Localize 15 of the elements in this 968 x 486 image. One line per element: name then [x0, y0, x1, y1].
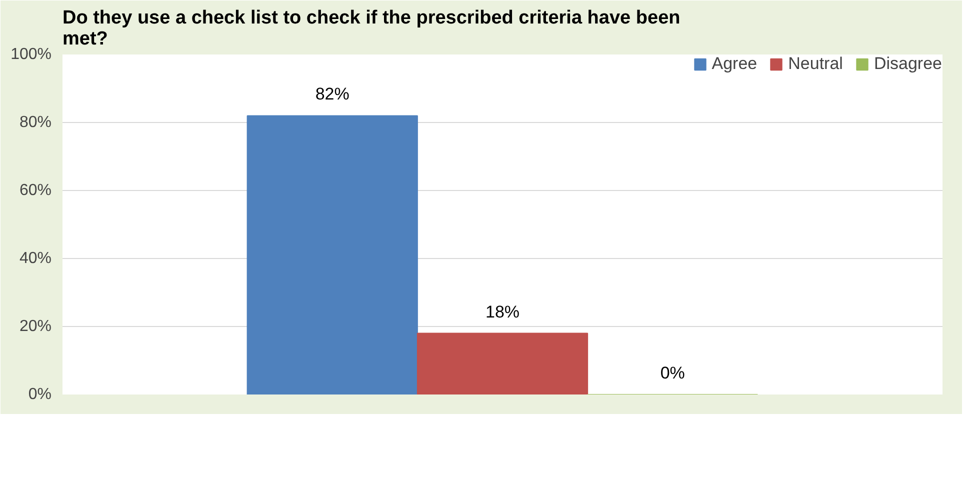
legend-label: Agree: [712, 54, 758, 74]
y-tick-label: 80%: [19, 114, 52, 131]
chart-title: Do they use a check list to check if the prescribed criteria have been met?: [62, 8, 680, 50]
data-label: 18%: [485, 302, 520, 322]
y-tick-label: 20%: [19, 318, 52, 335]
y-tick-label: 40%: [19, 250, 52, 267]
legend-label: Neutral: [788, 54, 843, 74]
data-label: 0%: [660, 364, 685, 382]
bar: [416, 332, 588, 394]
y-tick-label: 100%: [10, 46, 52, 63]
y-tick-label: 60%: [19, 182, 52, 199]
data-label: 82%: [315, 84, 350, 104]
bar: [246, 115, 418, 394]
legend-label: Disagree: [874, 54, 942, 74]
y-tick-label: 0%: [28, 386, 52, 403]
